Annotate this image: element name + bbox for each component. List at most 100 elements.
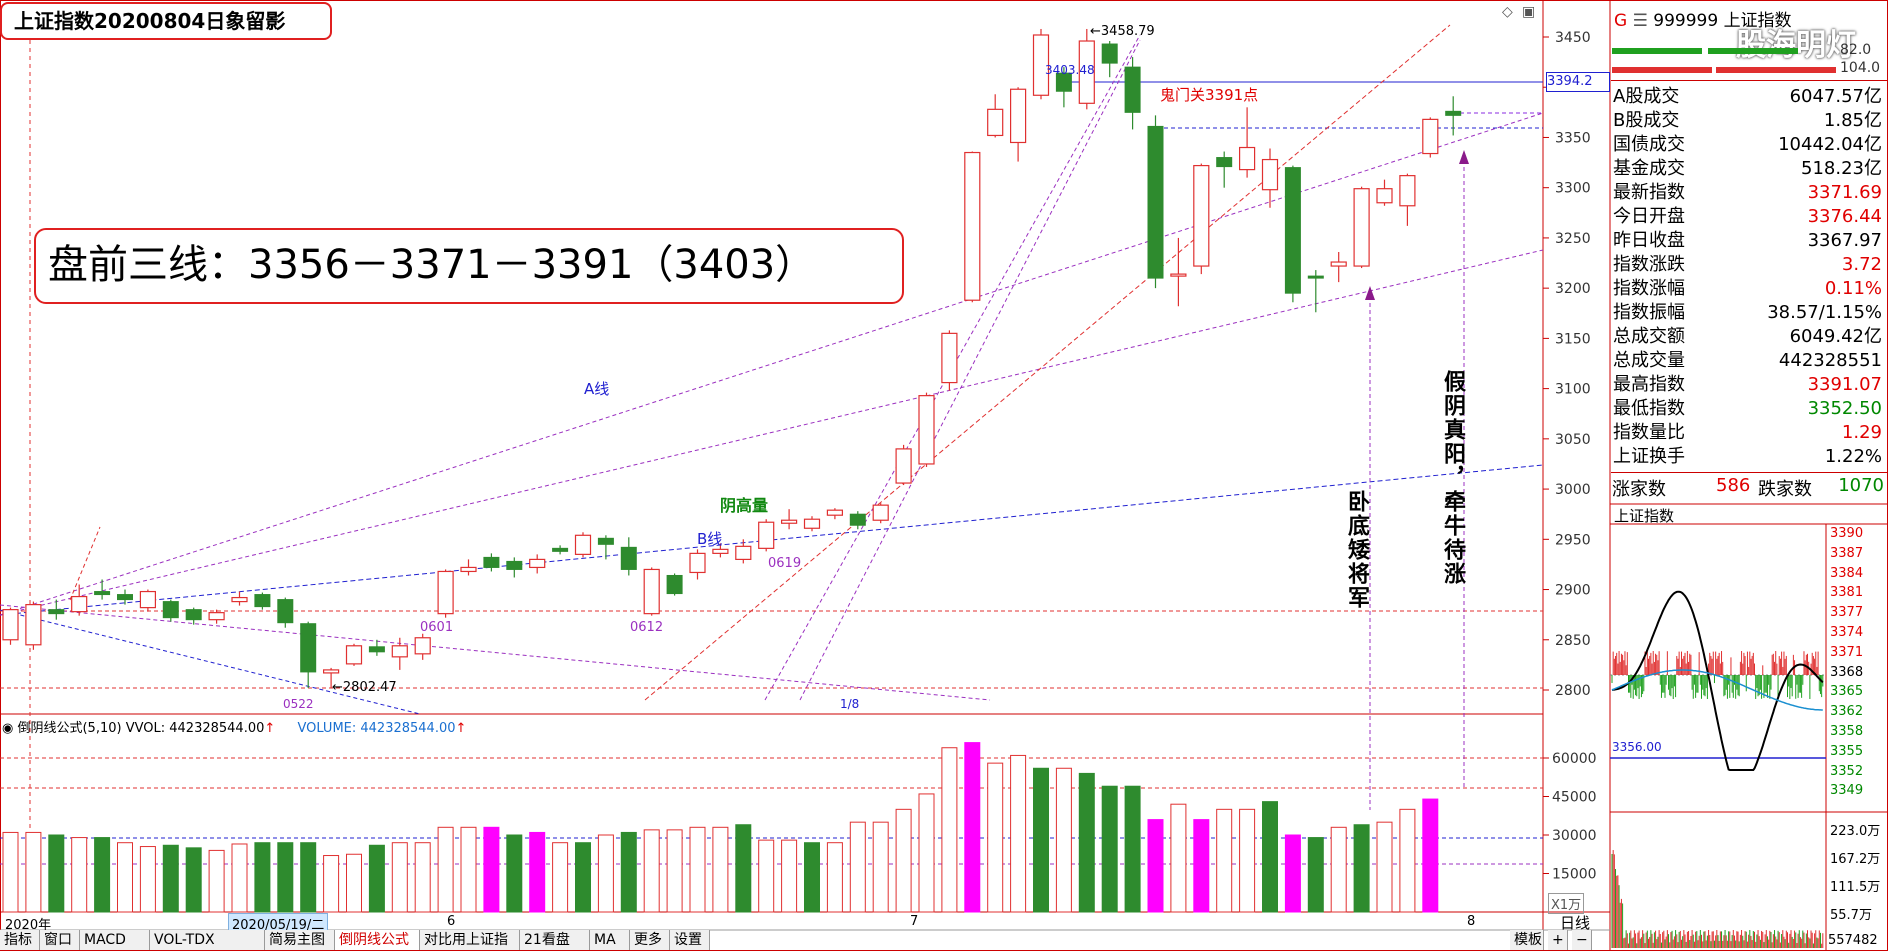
candle xyxy=(1009,87,1027,162)
quote-label: 总成交额 xyxy=(1613,326,1685,347)
price-tick-label: 2900 xyxy=(1555,583,1591,599)
quote-label: A股成交 xyxy=(1613,86,1680,107)
candle xyxy=(529,554,546,574)
preline-text: 盘前三线：3356－3371－3391（3403） xyxy=(34,228,904,304)
diamond-icon[interactable]: ◇ xyxy=(1502,4,1513,20)
candle xyxy=(735,539,752,564)
candle xyxy=(780,509,798,530)
zoom-in-button[interactable]: + xyxy=(1548,930,1568,950)
candle xyxy=(94,579,111,600)
volume-bar xyxy=(735,824,752,913)
candle xyxy=(964,151,981,303)
rp-header: G ☰ 999999 上证指数 xyxy=(1614,6,1792,31)
candle xyxy=(2,607,19,645)
toolbar-button[interactable]: 指标 xyxy=(0,930,40,950)
quote-value: 442328551 xyxy=(1778,350,1882,371)
quote-label: 国债成交 xyxy=(1613,134,1685,155)
volume-bar xyxy=(139,846,156,913)
mini-axis-label: 3384 xyxy=(1830,565,1864,581)
quote-row: 总成交量 442328551 xyxy=(1611,349,1888,373)
toolbar-button[interactable]: MA xyxy=(590,930,630,950)
mini-last-volume: 557482 xyxy=(1828,933,1878,948)
collapse-icon[interactable]: ◉ xyxy=(2,721,14,736)
volume-bar xyxy=(1055,767,1072,913)
toolbar-button[interactable]: 简易主图 xyxy=(265,930,335,950)
quote-label: 指数涨跌 xyxy=(1613,254,1685,275)
candle xyxy=(48,599,65,620)
toolbar-button[interactable]: 21看盘 xyxy=(520,930,590,950)
volume-bar xyxy=(1147,819,1164,913)
toolbar-button[interactable]: 对比用上证指 xyxy=(420,930,520,950)
candle xyxy=(666,573,683,596)
date-year: 2020年 xyxy=(5,918,52,933)
candle xyxy=(689,549,706,580)
trend-line xyxy=(644,24,1451,701)
candle xyxy=(1032,28,1050,100)
volume-bar xyxy=(1193,819,1210,913)
toolbar-button[interactable]: MACD xyxy=(80,930,150,950)
candle xyxy=(1193,163,1210,275)
menu-icon[interactable]: ☰ xyxy=(1632,11,1648,31)
candle xyxy=(1170,237,1187,307)
mini-axis-label: 3377 xyxy=(1830,605,1864,621)
quote-label: 基金成交 xyxy=(1613,158,1685,179)
candle xyxy=(185,607,202,625)
toolbar-button[interactable]: 设置 xyxy=(670,930,710,950)
rp-v1: 82.0 xyxy=(1840,42,1872,58)
period-label[interactable]: 日线 xyxy=(1560,914,1591,932)
window-icon[interactable]: ▣ xyxy=(1522,4,1536,20)
indicator-name[interactable]: 倒阴线公式(5,10) xyxy=(17,721,122,736)
quote-label: 最高指数 xyxy=(1613,374,1685,395)
a-line xyxy=(0,249,1544,616)
volume-bar xyxy=(2,831,19,913)
candle xyxy=(1376,179,1393,206)
rp-v2: 104.0 xyxy=(1840,60,1881,76)
volume-bar xyxy=(1239,808,1256,913)
mini-vol-axis-label: 223.0万 xyxy=(1830,824,1881,839)
up-arrow-icon: ↑ xyxy=(455,721,467,736)
candle xyxy=(1445,96,1462,136)
volume-bar xyxy=(941,747,958,913)
rp-flag: G xyxy=(1614,11,1628,31)
zoom-out-button[interactable]: − xyxy=(1572,930,1592,950)
candle xyxy=(506,557,523,578)
volume-bar xyxy=(162,844,179,913)
breadth-row: 涨家数 586 跌家数 1070 xyxy=(1612,475,1884,501)
volume-bar xyxy=(208,849,225,913)
mini-axis-label: 3381 xyxy=(1830,585,1864,601)
quote-value: 518.23亿 xyxy=(1801,158,1882,179)
volume-bar xyxy=(849,821,866,913)
candle xyxy=(1261,148,1279,208)
up-count: 586 xyxy=(1716,475,1751,496)
volume-bar xyxy=(872,821,889,913)
mini-chart xyxy=(1610,503,1888,951)
trend-line xyxy=(69,526,101,601)
price-tick-label: 3250 xyxy=(1555,231,1591,247)
candle xyxy=(803,516,821,532)
quote-label: 上证换手 xyxy=(1613,446,1685,467)
date-month-8: 8 xyxy=(1467,914,1476,929)
quote-row: 最新指数 3371.69 xyxy=(1611,181,1888,205)
price-tick-label: 3350 xyxy=(1555,130,1591,146)
candle xyxy=(758,519,775,552)
quote-row: 指数量比 1.29 xyxy=(1611,421,1888,445)
candle xyxy=(1399,173,1416,226)
volume-bar xyxy=(758,839,775,913)
candle xyxy=(1055,67,1072,108)
price-tick-label: 2800 xyxy=(1555,683,1591,699)
toolbar-button[interactable]: 窗口 xyxy=(40,930,80,950)
candle xyxy=(277,597,294,628)
volume-bar xyxy=(804,842,820,913)
template-button[interactable]: 模板 xyxy=(1510,930,1544,950)
quote-row: 指数涨幅 0.11% xyxy=(1611,277,1888,301)
toolbar-button[interactable]: VOL-TDX xyxy=(150,930,265,950)
down-count-label: 跌家数 xyxy=(1758,479,1812,500)
up-count-label: 涨家数 xyxy=(1612,479,1666,500)
volume-bar xyxy=(323,855,340,913)
quote-label: 总成交量 xyxy=(1613,350,1685,371)
volume-bar xyxy=(94,837,111,913)
toolbar-button[interactable]: 倒阴线公式 xyxy=(335,930,420,950)
candle xyxy=(849,511,866,530)
toolbar-button[interactable]: 更多 xyxy=(630,930,670,950)
quote-row: 指数涨跌 3.72 xyxy=(1611,253,1888,277)
